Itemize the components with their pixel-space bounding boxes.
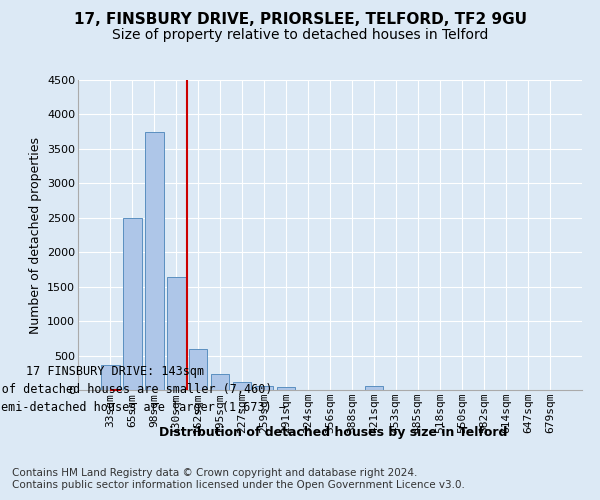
Bar bbox=[145, 132, 164, 390]
Bar bbox=[123, 218, 142, 390]
Bar bbox=[255, 386, 274, 390]
Bar bbox=[233, 382, 251, 390]
Text: 17, FINSBURY DRIVE, PRIORSLEE, TELFORD, TF2 9GU: 17, FINSBURY DRIVE, PRIORSLEE, TELFORD, … bbox=[74, 12, 527, 28]
Bar bbox=[365, 386, 383, 390]
Bar bbox=[189, 350, 208, 390]
Y-axis label: Number of detached properties: Number of detached properties bbox=[29, 136, 41, 334]
Text: 17 FINSBURY DRIVE: 143sqm
← 81% of detached houses are smaller (7,460)
18% of se: 17 FINSBURY DRIVE: 143sqm ← 81% of detac… bbox=[0, 366, 286, 414]
Bar bbox=[211, 374, 229, 390]
Text: Contains HM Land Registry data © Crown copyright and database right 2024.
Contai: Contains HM Land Registry data © Crown c… bbox=[12, 468, 465, 490]
Bar bbox=[101, 364, 119, 390]
Text: Size of property relative to detached houses in Telford: Size of property relative to detached ho… bbox=[112, 28, 488, 42]
Bar bbox=[167, 277, 185, 390]
Bar bbox=[277, 387, 295, 390]
Text: Distribution of detached houses by size in Telford: Distribution of detached houses by size … bbox=[159, 426, 507, 439]
